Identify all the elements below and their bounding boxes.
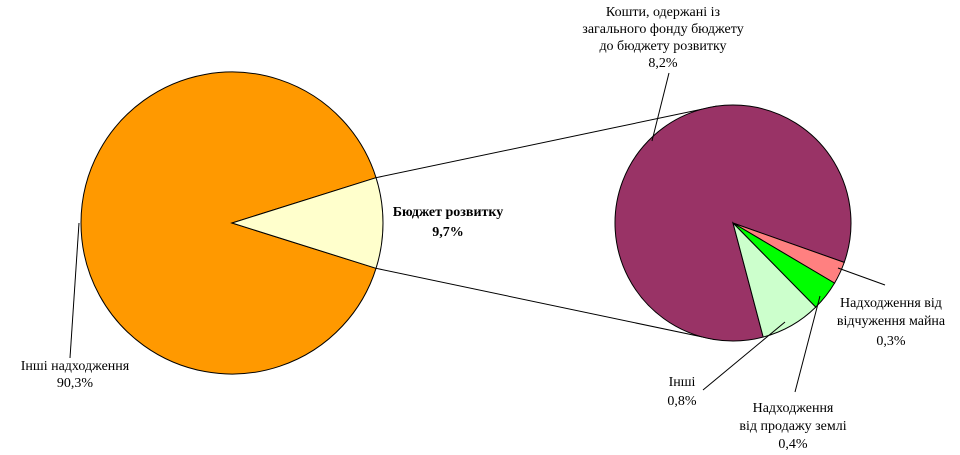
leader-land-sale — [794, 295, 821, 393]
connector-line-bottom — [375, 267, 715, 341]
label-dev-budget-name: Бюджет розвитку — [393, 205, 504, 220]
main-slice-other-income — [80, 71, 377, 375]
leader-general-fund-transfer — [651, 72, 670, 142]
label-transfer-value: 8,2% — [648, 56, 678, 71]
label-land-line1: Надходження — [753, 401, 834, 416]
label-dev-budget-value: 9,7% — [432, 225, 464, 240]
label-transfer-line1: Кошти, одержані із — [606, 5, 721, 20]
connector-lines — [375, 105, 717, 341]
main-slice-development-budget — [230, 177, 384, 269]
label-property-value: 0,3% — [876, 334, 906, 349]
label-transfer-line3: до бюджету розвитку — [599, 39, 726, 54]
main-pie — [80, 71, 384, 375]
secondary-pie — [614, 104, 852, 342]
label-property-line2: відчуження майна — [837, 314, 946, 329]
label-land-value: 0,4% — [778, 437, 808, 452]
leader-other-small — [702, 321, 786, 391]
label-other-small-value: 0,8% — [667, 394, 697, 409]
label-property-line1: Надходження від — [840, 296, 942, 311]
sec-slice-other — [732, 221, 817, 338]
leader-other-income — [69, 222, 80, 359]
label-other-income-value: 90,3% — [57, 376, 94, 391]
connector-line-top — [375, 105, 717, 179]
label-transfer-line2: загального фонду бюджету — [582, 22, 743, 37]
leader-lines — [69, 72, 886, 393]
label-other-income-name: Інші надходження — [21, 359, 130, 374]
leader-property-alienation — [837, 267, 886, 286]
label-other-small-name: Інші — [669, 375, 696, 390]
label-land-line2: від продажу землі — [739, 419, 846, 434]
